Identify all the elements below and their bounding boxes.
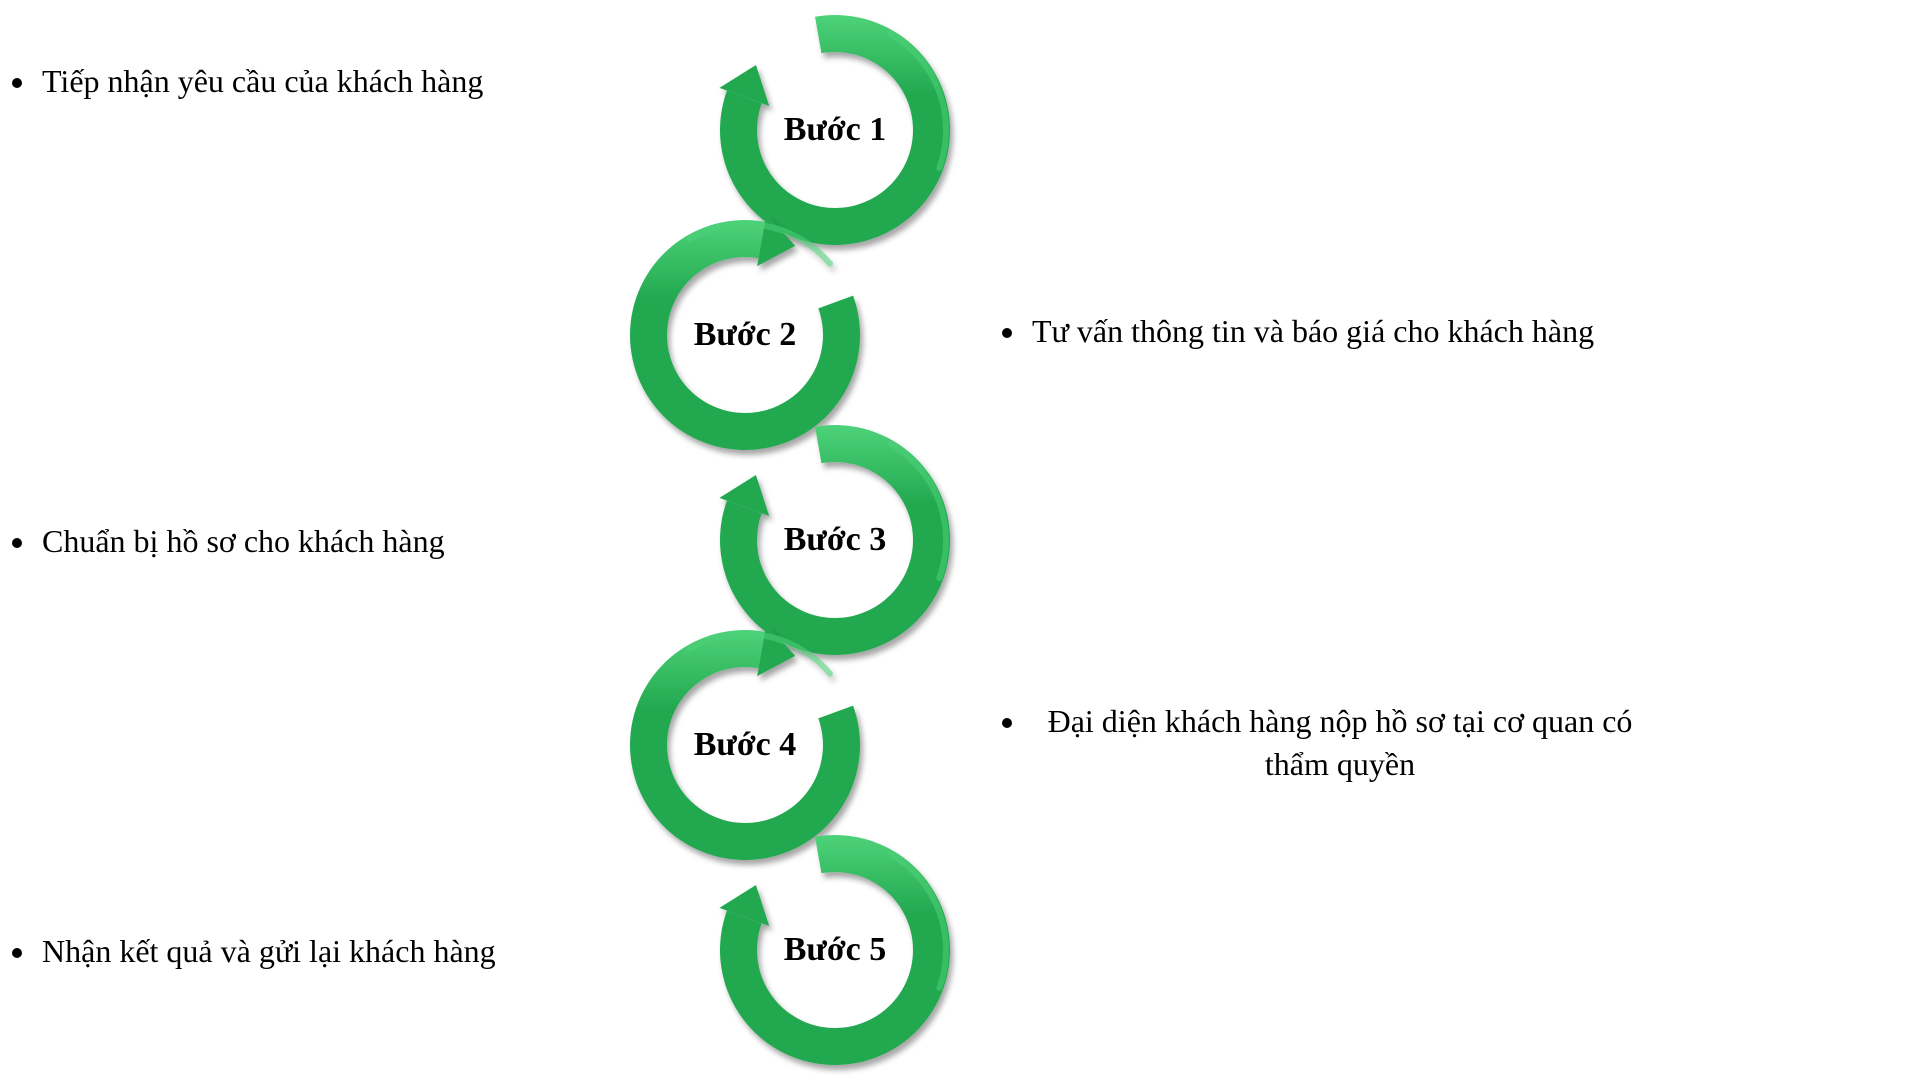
step-desc-text-5: Nhận kết quả và gửi lại khách hàng — [38, 930, 598, 973]
step-desc-text-3: Chuẩn bị hồ sơ cho khách hàng — [38, 520, 598, 563]
step-desc-text-2: Tư vấn thông tin và báo giá cho khách hà… — [1028, 310, 1728, 353]
step-desc-text-1: Tiếp nhận yêu cầu của khách hàng — [38, 60, 598, 103]
step-desc-4: Đại diện khách hàng nộp hồ sơ tại cơ qua… — [1000, 700, 1648, 786]
step-desc-5: Nhận kết quả và gửi lại khách hàng — [10, 930, 598, 973]
step-desc-text-4: Đại diện khách hàng nộp hồ sơ tại cơ qua… — [1028, 700, 1648, 786]
step-desc-2: Tư vấn thông tin và báo giá cho khách hà… — [1000, 310, 1728, 353]
step-desc-3: Chuẩn bị hồ sơ cho khách hàng — [10, 520, 598, 563]
step-ring-5: Bước 5 — [705, 820, 965, 1080]
process-diagram: Bước 1Tiếp nhận yêu cầu của khách hàng B… — [0, 0, 1920, 1080]
step-desc-1: Tiếp nhận yêu cầu của khách hàng — [10, 60, 598, 103]
